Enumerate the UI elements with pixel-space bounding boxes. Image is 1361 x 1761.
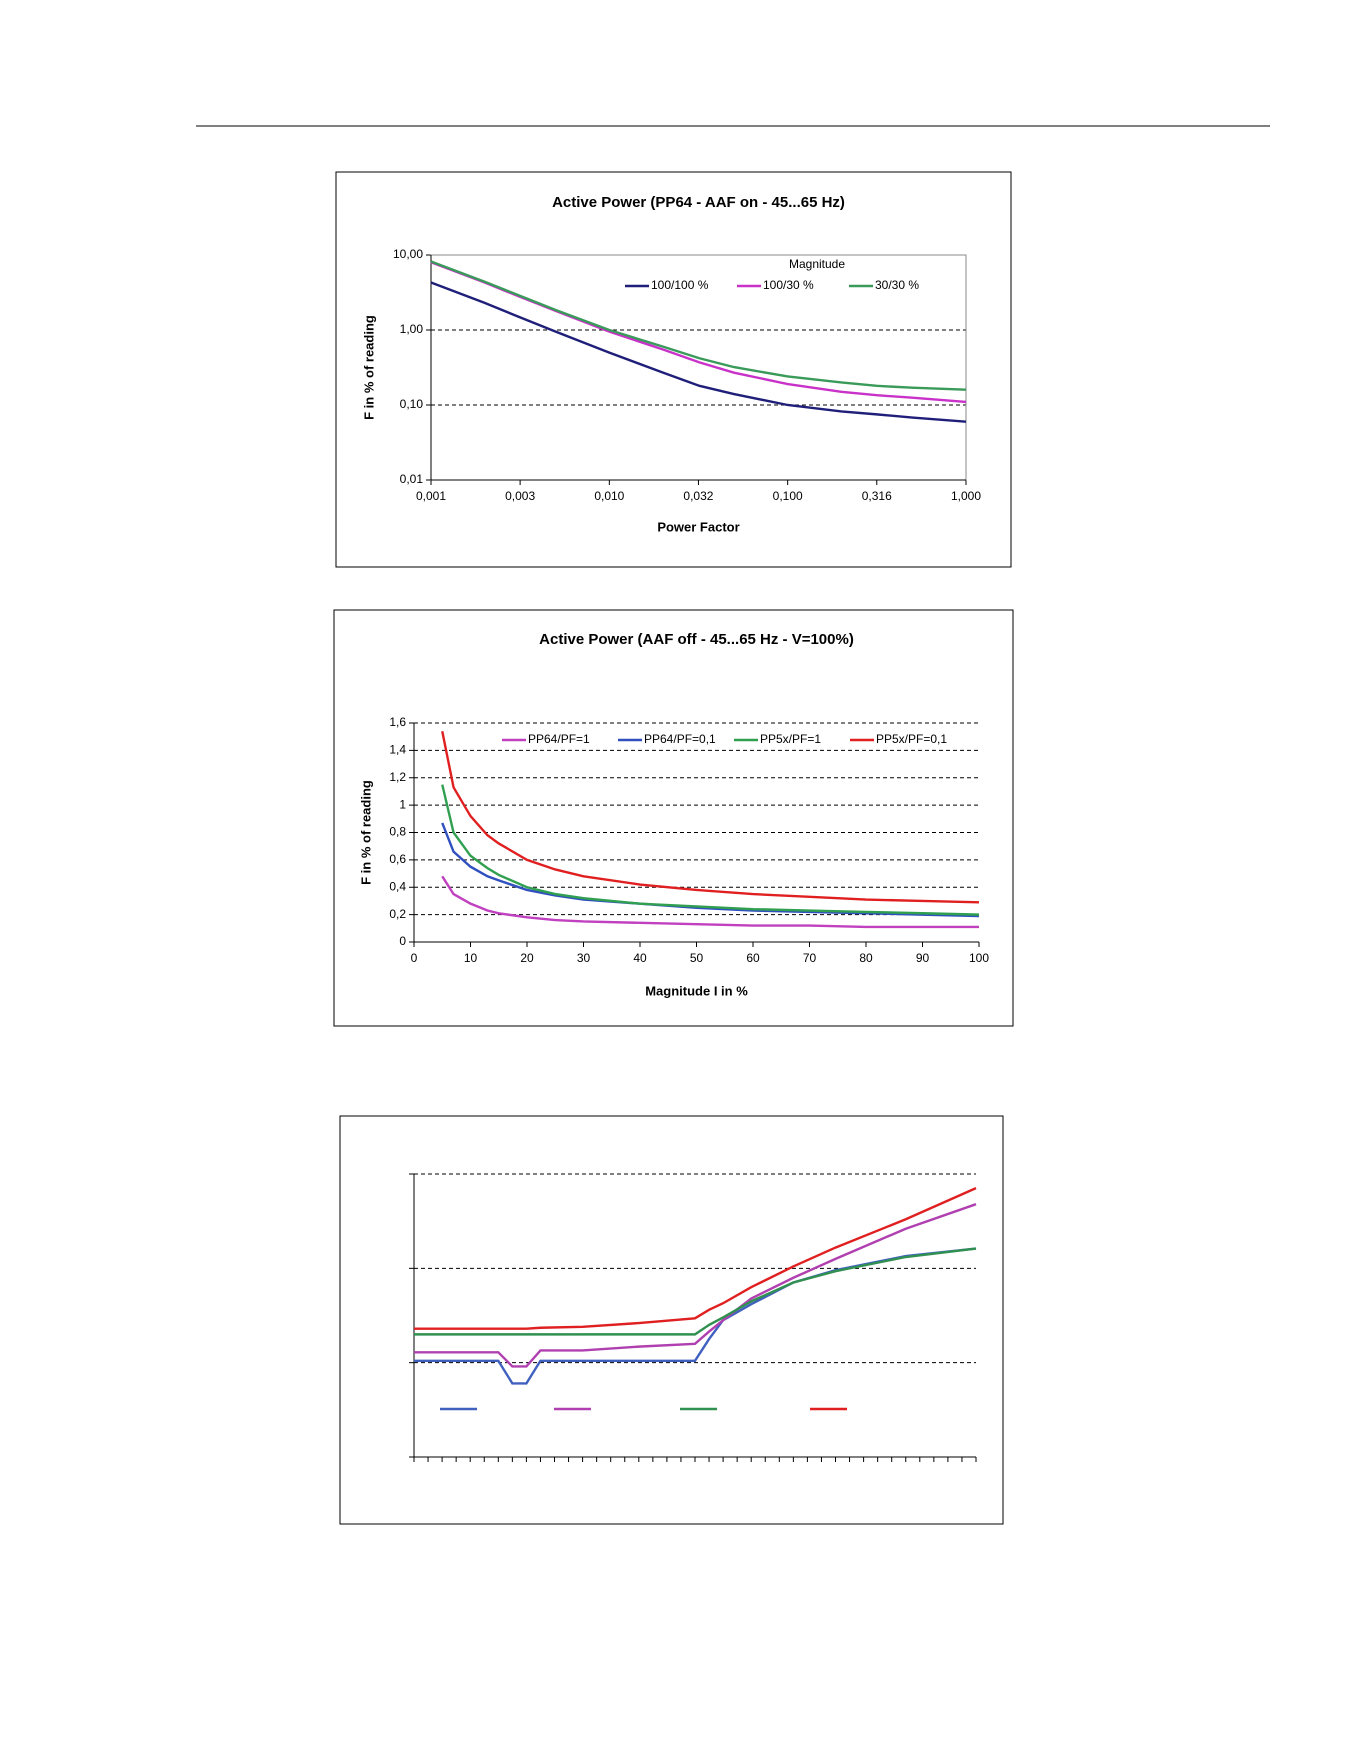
- x-axis-label: Magnitude I in %: [645, 983, 748, 998]
- series-line: [414, 1203, 977, 1368]
- series-line: [441, 822, 980, 918]
- chart-title: Active Power (PP64 - AAF on - 45...65 Hz…: [552, 194, 845, 211]
- x-tick-label: 10: [464, 951, 478, 965]
- series-line: [430, 281, 967, 423]
- series-line: [441, 784, 980, 916]
- legend-label: 100/100 %: [651, 278, 709, 292]
- x-tick-label: 0,010: [594, 489, 624, 503]
- x-tick-label: 50: [690, 951, 704, 965]
- x-tick-label: 0,032: [683, 489, 713, 503]
- legend-label: PP5x/PF=1: [760, 732, 821, 746]
- x-tick-label: 30: [577, 951, 591, 965]
- y-tick-label: 0,4: [389, 879, 406, 893]
- x-tick-label: 100: [969, 951, 989, 965]
- x-tick-label: 90: [916, 951, 930, 965]
- legend-label: PP64/PF=1: [528, 732, 590, 746]
- series-line: [441, 875, 979, 929]
- x-tick-label: 0,316: [862, 489, 892, 503]
- chart-title: Active Power (AAF off - 45...65 Hz - V=1…: [539, 631, 854, 648]
- y-tick-label: 0: [399, 934, 406, 948]
- series-line: [441, 730, 980, 904]
- x-tick-label: 70: [803, 951, 817, 965]
- series-line: [414, 1247, 977, 1336]
- x-tick-label: 20: [520, 951, 534, 965]
- y-tick-label: 1,2: [389, 770, 406, 784]
- x-tick-label: 80: [859, 951, 873, 965]
- x-tick-label: 0: [411, 951, 418, 965]
- chart-box: [333, 609, 1014, 1027]
- series-line: [430, 260, 967, 391]
- legend-label: PP64/PF=0,1: [644, 732, 716, 746]
- y-axis-label: F in % of reading: [361, 315, 376, 420]
- series-line: [414, 1187, 977, 1330]
- x-tick-label: 1,000: [951, 489, 981, 503]
- y-tick-label: 1,00: [400, 322, 424, 336]
- y-tick-label: 1,4: [389, 743, 406, 757]
- x-tick-label: 0,003: [505, 489, 535, 503]
- legend-label: 100/30 %: [763, 278, 814, 292]
- chart-box: [339, 1115, 1004, 1525]
- y-tick-label: 0,6: [389, 852, 406, 866]
- y-tick-label: 10,00: [393, 247, 423, 261]
- legend-label: 30/30 %: [875, 278, 919, 292]
- y-tick-label: 0,01: [400, 472, 424, 486]
- y-axis-label: F in % of reading: [358, 780, 373, 885]
- chart-box: [335, 171, 1012, 568]
- x-axis-label: Power Factor: [657, 519, 739, 534]
- y-tick-label: 0,8: [389, 825, 406, 839]
- y-tick-label: 0,2: [389, 907, 406, 921]
- y-tick-label: 1: [399, 797, 406, 811]
- x-tick-label: 60: [746, 951, 760, 965]
- y-tick-label: 0,10: [400, 397, 424, 411]
- x-tick-label: 40: [633, 951, 647, 965]
- legend-title: Magnitude: [789, 257, 845, 271]
- x-tick-label: 0,001: [416, 489, 446, 503]
- x-tick-label: 0,100: [773, 489, 803, 503]
- y-tick-label: 1,6: [389, 715, 406, 729]
- legend-label: PP5x/PF=0,1: [876, 732, 947, 746]
